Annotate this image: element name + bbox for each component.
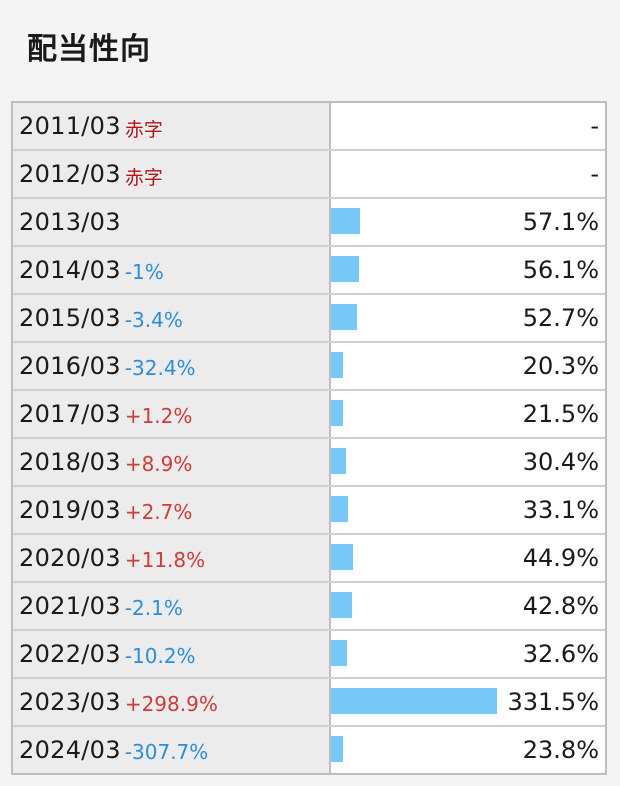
change-percent: +1.2% (124, 404, 193, 428)
ratio-cell: 331.5% (331, 679, 605, 725)
year-cell: 2014/03 -1% (13, 247, 331, 293)
year-cell: 2022/03 -10.2% (13, 631, 331, 677)
table-row: 2024/03 -307.7% 23.8% (13, 727, 605, 773)
fiscal-year-label: 2022/03 (19, 640, 121, 668)
change-percent: +298.9% (124, 692, 218, 716)
change-percent: -3.4% (124, 308, 183, 332)
payout-ratio-value: 56.1% (522, 256, 599, 284)
fiscal-year-label: 2017/03 (19, 400, 121, 428)
ratio-cell: 30.4% (331, 439, 605, 485)
payout-ratio-value: 30.4% (522, 448, 599, 476)
payout-ratio-bar (331, 592, 352, 618)
fiscal-year-label: 2019/03 (19, 496, 121, 524)
payout-ratio-bar (331, 736, 343, 762)
change-percent: -1% (124, 260, 164, 284)
ratio-cell: 44.9% (331, 535, 605, 581)
table-row: 2018/03 +8.9% 30.4% (13, 439, 605, 487)
table-row: 2020/03 +11.8% 44.9% (13, 535, 605, 583)
payout-ratio-value: 32.6% (522, 640, 599, 668)
payout-ratio-value: 23.8% (522, 736, 599, 764)
year-cell: 2011/03 赤字 (13, 103, 331, 149)
year-cell: 2012/03 赤字 (13, 151, 331, 197)
ratio-cell: 33.1% (331, 487, 605, 533)
table-row: 2011/03 赤字 - (13, 103, 605, 151)
deficit-badge: 赤字 (124, 166, 163, 189)
payout-ratio-bar (331, 448, 346, 474)
ratio-cell: 57.1% (331, 199, 605, 245)
fiscal-year-label: 2024/03 (19, 736, 121, 764)
table-row: 2017/03 +1.2% 21.5% (13, 391, 605, 439)
ratio-cell: 23.8% (331, 727, 605, 773)
change-percent: -32.4% (124, 356, 196, 380)
payout-ratio-bar (331, 352, 343, 378)
ratio-cell: 32.6% (331, 631, 605, 677)
payout-ratio-value: 52.7% (522, 304, 599, 332)
ratio-cell: - (331, 151, 605, 197)
payout-ratio-bar (331, 496, 348, 522)
payout-ratio-bar (331, 544, 353, 570)
table-row: 2021/03 -2.1% 42.8% (13, 583, 605, 631)
change-percent: +8.9% (124, 452, 193, 476)
payout-ratio-bar (331, 208, 360, 234)
deficit-badge: 赤字 (124, 118, 163, 141)
ratio-cell: 56.1% (331, 247, 605, 293)
payout-ratio-table: 2011/03 赤字 -2012/03 赤字 -2013/03 57.1% 2014/03-… (11, 101, 607, 775)
fiscal-year-label: 2023/03 (19, 688, 121, 716)
year-cell: 2020/03 +11.8% (13, 535, 331, 581)
payout-ratio-value: - (590, 112, 599, 140)
table-row: 2019/03 +2.7% 33.1% (13, 487, 605, 535)
payout-ratio-value: 21.5% (522, 400, 599, 428)
fiscal-year-label: 2011/03 (19, 112, 121, 140)
fiscal-year-label: 2014/03 (19, 256, 121, 284)
change-percent: -2.1% (124, 596, 183, 620)
ratio-cell: 21.5% (331, 391, 605, 437)
ratio-cell: 42.8% (331, 583, 605, 629)
year-cell: 2013/03 (13, 199, 331, 245)
table-row: 2013/03 57.1% (13, 199, 605, 247)
year-cell: 2023/03 +298.9% (13, 679, 331, 725)
fiscal-year-label: 2020/03 (19, 544, 121, 572)
ratio-cell: 52.7% (331, 295, 605, 341)
fiscal-year-label: 2018/03 (19, 448, 121, 476)
fiscal-year-label: 2012/03 (19, 160, 121, 188)
payout-ratio-bar (331, 688, 497, 714)
page-title: 配当性向 (27, 32, 151, 67)
fiscal-year-label: 2016/03 (19, 352, 121, 380)
payout-ratio-value: 20.3% (522, 352, 599, 380)
change-percent: +11.8% (124, 548, 206, 572)
year-cell: 2016/03 -32.4% (13, 343, 331, 389)
ratio-cell: 20.3% (331, 343, 605, 389)
payout-ratio-value: 33.1% (522, 496, 599, 524)
ratio-cell: - (331, 103, 605, 149)
year-cell: 2018/03 +8.9% (13, 439, 331, 485)
table-row: 2016/03 -32.4% 20.3% (13, 343, 605, 391)
year-cell: 2019/03 +2.7% (13, 487, 331, 533)
year-cell: 2015/03 -3.4% (13, 295, 331, 341)
payout-ratio-value: 331.5% (507, 688, 599, 716)
payout-ratio-value: 44.9% (522, 544, 599, 572)
table-row: 2012/03 赤字 - (13, 151, 605, 199)
fiscal-year-label: 2013/03 (19, 208, 121, 236)
table-row: 2022/03 -10.2% 32.6% (13, 631, 605, 679)
change-percent: +2.7% (124, 500, 193, 524)
payout-ratio-bar (331, 304, 357, 330)
table-row: 2023/03 +298.9% 331.5% (13, 679, 605, 727)
year-cell: 2021/03 -2.1% (13, 583, 331, 629)
table-row: 2014/03 -1% 56.1% (13, 247, 605, 295)
year-cell: 2024/03 -307.7% (13, 727, 331, 773)
payout-ratio-value: - (590, 160, 599, 188)
year-cell: 2017/03 +1.2% (13, 391, 331, 437)
fiscal-year-label: 2015/03 (19, 304, 121, 332)
payout-ratio-value: 57.1% (522, 208, 599, 236)
payout-ratio-bar (331, 400, 343, 426)
payout-ratio-bar (331, 256, 359, 282)
change-percent: -10.2% (124, 644, 196, 668)
change-percent: -307.7% (124, 740, 209, 764)
payout-ratio-bar (331, 640, 347, 666)
table-row: 2015/03 -3.4% 52.7% (13, 295, 605, 343)
payout-ratio-value: 42.8% (522, 592, 599, 620)
fiscal-year-label: 2021/03 (19, 592, 121, 620)
